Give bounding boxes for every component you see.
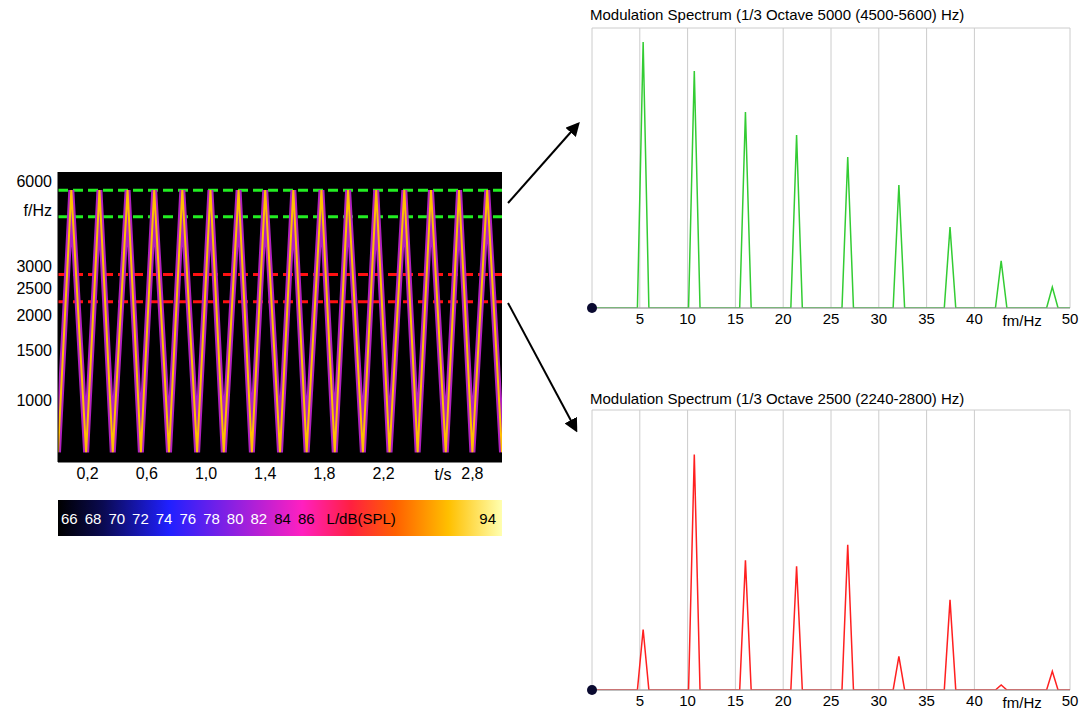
svg-text:0,2: 0,2: [76, 465, 98, 482]
html-text:Modulation Spectrum (1/3 Octav: Modulation Spectrum (1/3 Octave 5000 (45…: [590, 6, 965, 23]
svg-text:35: 35: [918, 692, 935, 709]
svg-text:2,2: 2,2: [372, 465, 394, 482]
svg-text:1,4: 1,4: [254, 465, 276, 482]
svg-text:5: 5: [636, 692, 644, 709]
svg-text:1500: 1500: [16, 342, 52, 359]
svg-text:1,0: 1,0: [195, 465, 217, 482]
html-text:L/dB(SPL): L/dB(SPL): [326, 509, 396, 527]
svg-text:t/s: t/s: [435, 466, 452, 483]
svg-text:30: 30: [870, 692, 887, 709]
svg-text:2000: 2000: [16, 307, 52, 324]
svg-text:40: 40: [966, 310, 983, 327]
html-text:Modulation Spectrum (1/3 Octav: Modulation Spectrum (1/3 Octave 2500 (22…: [590, 390, 965, 407]
svg-text:50: 50: [1062, 310, 1079, 327]
svg-text:50: 50: [1062, 692, 1079, 709]
svg-text:35: 35: [918, 310, 935, 327]
svg-text:25: 25: [823, 310, 840, 327]
svg-text:10: 10: [679, 310, 696, 327]
svg-text:20: 20: [775, 310, 792, 327]
svg-text:1,8: 1,8: [313, 465, 335, 482]
svg-text:6000: 6000: [16, 173, 52, 190]
svg-text:0,6: 0,6: [136, 465, 158, 482]
html-text:66 68 70 72 74 76 78 80 82 84: 66 68 70 72 74 76 78 80 82 84 86: [61, 509, 315, 527]
html-text:94: 94: [479, 509, 496, 527]
svg-text:25: 25: [823, 692, 840, 709]
svg-text:5: 5: [636, 310, 644, 327]
svg-text:15: 15: [727, 310, 744, 327]
svg-text:10: 10: [679, 692, 696, 709]
svg-text:3000: 3000: [16, 258, 52, 275]
svg-text:2,8: 2,8: [461, 465, 483, 482]
svg-text:40: 40: [966, 692, 983, 709]
svg-text:fm/Hz: fm/Hz: [1003, 312, 1042, 329]
svg-text:15: 15: [727, 692, 744, 709]
svg-text:f/Hz: f/Hz: [24, 202, 52, 219]
svg-text:fm/Hz: fm/Hz: [1003, 694, 1042, 711]
svg-text:20: 20: [775, 692, 792, 709]
svg-text:2500: 2500: [16, 280, 52, 297]
svg-text:30: 30: [870, 310, 887, 327]
svg-text:1000: 1000: [16, 392, 52, 409]
